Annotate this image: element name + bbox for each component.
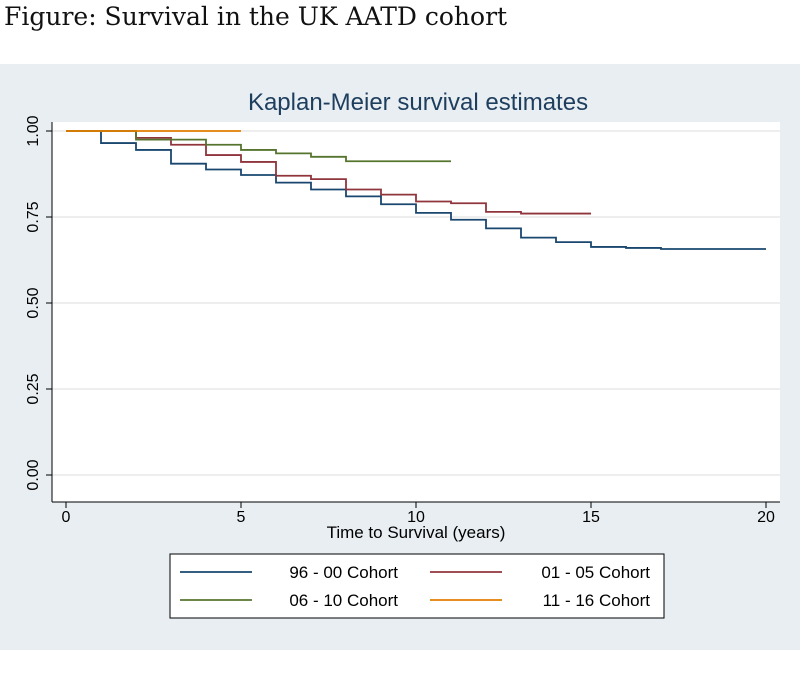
chart-title: Kaplan-Meier survival estimates bbox=[248, 89, 588, 116]
figure-caption: Figure: Survival in the UK AATD cohort bbox=[4, 2, 508, 31]
y-tick-label-0: 0.00 bbox=[25, 459, 42, 490]
legend: 96 - 00 Cohort 01 - 05 Cohort 06 - 10 Coho… bbox=[169, 553, 665, 619]
series-line-2 bbox=[66, 130, 451, 163]
y-tick-label-2: 0.50 bbox=[25, 287, 42, 318]
chart-panel: Kaplan-Meier survival estimates 0.00 0.25… bbox=[0, 64, 800, 650]
x-tick-label-4: 20 bbox=[757, 509, 775, 526]
legend-label-3: 11 - 16 Cohort bbox=[543, 591, 651, 610]
y-tick-label-4: 1.00 bbox=[25, 115, 42, 146]
axes: 0.00 0.25 0.50 0.75 1.00 0 5 10 15 20 bbox=[25, 115, 780, 526]
legend-label-2: 06 - 10 Cohort bbox=[289, 591, 398, 610]
legend-label-1: 01 - 05 Cohort bbox=[541, 563, 650, 582]
legend-box bbox=[169, 553, 665, 619]
x-tick-label-3: 15 bbox=[582, 509, 600, 526]
x-tick-label-2: 10 bbox=[407, 509, 425, 526]
series-line-1 bbox=[66, 130, 591, 215]
km-survival-chart: Kaplan-Meier survival estimates 0.00 0.25… bbox=[25, 89, 780, 619]
y-tick-label-3: 0.75 bbox=[25, 201, 42, 232]
survival-curves bbox=[66, 130, 766, 250]
legend-label-0: 96 - 00 Cohort bbox=[289, 563, 398, 582]
plot-area bbox=[52, 122, 780, 502]
x-axis-label: Time to Survival (years) bbox=[327, 523, 506, 542]
y-tick-label-1: 0.25 bbox=[25, 373, 42, 404]
x-tick-label-0: 0 bbox=[62, 509, 71, 526]
series-line-0 bbox=[66, 130, 766, 250]
x-tick-label-1: 5 bbox=[237, 509, 246, 526]
